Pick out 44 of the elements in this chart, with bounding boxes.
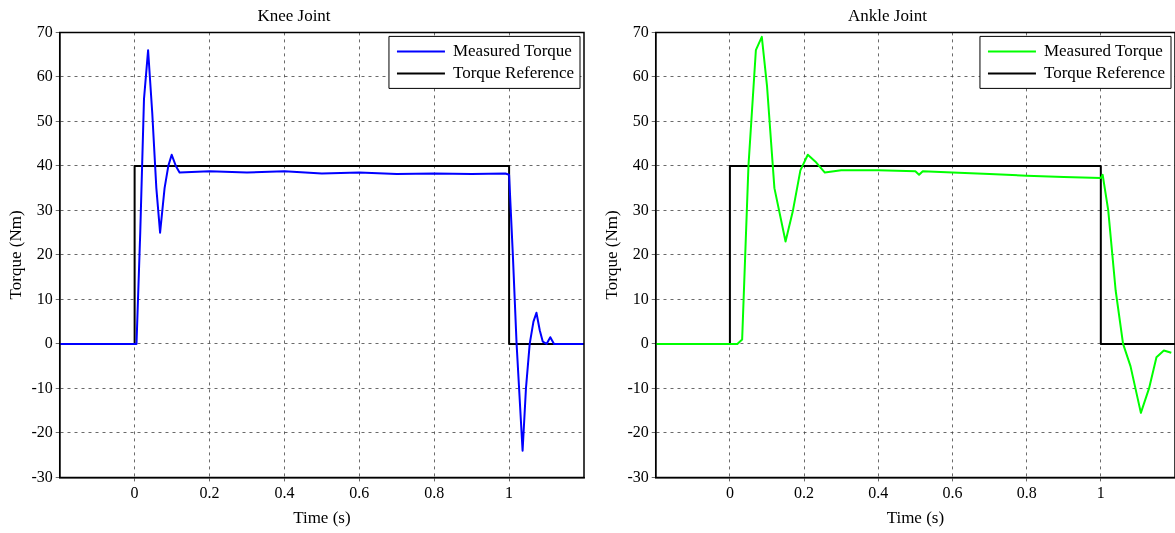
legend-label: Torque Reference — [452, 62, 574, 82]
y-tick-label: 70 — [632, 22, 649, 40]
x-tick-label: 0.6 — [942, 484, 963, 502]
x-axis-title: Time (s) — [293, 508, 351, 528]
y-tick-label: -30 — [31, 467, 53, 485]
y-tick-label: 30 — [632, 200, 649, 218]
y-tick-label: 0 — [640, 334, 649, 352]
y-axis-title: Torque (Nm) — [601, 210, 621, 300]
y-tick-label: 70 — [36, 22, 53, 40]
x-tick-label: 1 — [1096, 484, 1105, 502]
y-tick-label: -30 — [627, 467, 649, 485]
y-tick-label: 30 — [36, 200, 53, 218]
legend-label: Measured Torque — [452, 40, 572, 60]
y-tick-label: 50 — [632, 111, 649, 129]
x-tick-label: 0.4 — [868, 484, 889, 502]
y-tick-label: 10 — [36, 289, 53, 307]
y-tick-label: -20 — [627, 423, 649, 441]
y-tick-label: 20 — [632, 245, 649, 263]
legend-label: Measured Torque — [1043, 40, 1163, 60]
y-tick-label: -10 — [627, 378, 649, 396]
y-axis-title: Torque (Nm) — [5, 210, 25, 300]
y-tick-label: 40 — [36, 156, 53, 174]
y-tick-label: -20 — [31, 423, 53, 441]
legend-label: Torque Reference — [1043, 62, 1165, 82]
y-tick-label: 20 — [36, 245, 53, 263]
x-tick-label: 0.6 — [349, 484, 370, 502]
y-tick-label: 10 — [632, 289, 649, 307]
x-tick-label: 0.2 — [794, 484, 815, 502]
y-tick-label: 40 — [632, 156, 649, 174]
y-tick-label: 50 — [36, 111, 53, 129]
chart-title: Knee Joint — [257, 5, 331, 25]
x-tick-label: 0 — [725, 484, 734, 502]
x-tick-label: 0.8 — [424, 484, 445, 502]
x-tick-label: 0.2 — [199, 484, 220, 502]
x-tick-label: 0.4 — [274, 484, 295, 502]
x-tick-label: 0.8 — [1016, 484, 1037, 502]
chart-title: Ankle Joint — [848, 5, 928, 25]
x-tick-label: 1 — [505, 484, 514, 502]
y-tick-label: -10 — [31, 378, 53, 396]
y-tick-label: 0 — [44, 334, 53, 352]
x-tick-label: 0 — [130, 484, 139, 502]
y-tick-label: 60 — [632, 67, 649, 85]
x-axis-title: Time (s) — [886, 508, 945, 528]
y-tick-label: 60 — [36, 67, 53, 85]
